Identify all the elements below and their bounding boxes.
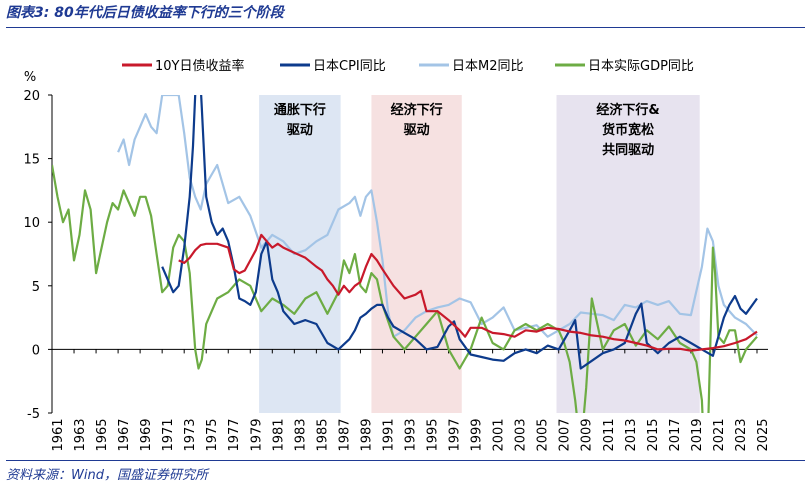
series-line-2 xyxy=(161,95,758,370)
x-tick-label: 1997 xyxy=(448,418,463,451)
x-tick-label: 1985 xyxy=(315,418,330,451)
shaded-period-label-3-3: 共同驱动 xyxy=(602,142,654,158)
x-tick-label: 1963 xyxy=(73,418,88,451)
shaded-period-label-3-1: 经济下行& xyxy=(596,102,659,118)
title-rule xyxy=(6,27,805,28)
x-tick-label: 1973 xyxy=(183,418,198,451)
source-note: 资料来源：Wind，国盛证券研究所 xyxy=(6,468,208,483)
x-tick-label: 1983 xyxy=(293,418,308,451)
x-tick-label: 2017 xyxy=(668,418,683,451)
x-tick-label: 1989 xyxy=(359,418,374,451)
x-tick-label: 2023 xyxy=(734,418,749,451)
legend-label-1: 10Y日债收益率 xyxy=(155,58,244,74)
y-tick-label: 15 xyxy=(23,153,40,168)
shaded-period-label-3-2: 货币宽松 xyxy=(602,122,654,138)
x-tick-label: 2005 xyxy=(536,418,551,451)
x-tick-label: 1981 xyxy=(271,418,286,451)
x-tick-label: 2003 xyxy=(514,418,529,451)
x-tick-label: 1967 xyxy=(117,418,132,451)
x-tick-label: 2011 xyxy=(602,418,617,451)
x-tick-label: 2015 xyxy=(646,418,661,451)
shaded-period-label-2-2: 驱动 xyxy=(404,123,430,138)
x-tick-label: 2021 xyxy=(712,418,727,451)
shaded-period-label-1-1: 通胀下行 xyxy=(274,102,326,118)
x-tick-label: 2001 xyxy=(492,418,507,451)
y-axis-label: % xyxy=(24,70,36,85)
legend-label-4: 日本实际GDP同比 xyxy=(588,59,694,74)
y-tick-label: 5 xyxy=(32,280,40,295)
x-tick-label: 2009 xyxy=(580,418,595,451)
shaded-periods xyxy=(259,95,700,413)
x-tick-label: 1999 xyxy=(470,418,485,451)
y-tick-label: 10 xyxy=(23,216,40,231)
y-tick-label: -5 xyxy=(27,407,40,422)
x-tick-label: 1993 xyxy=(403,418,418,451)
figure-title: 图表3: 80年代后日债收益率下行的三个阶段 xyxy=(6,5,284,21)
shaded-period-label-2-1: 经济下行 xyxy=(391,102,443,118)
x-tick-label: 2007 xyxy=(558,418,573,451)
shaded-period-1 xyxy=(259,95,341,413)
x-tick-label: 1971 xyxy=(161,418,176,451)
x-tick-label: 1979 xyxy=(249,418,264,451)
x-tick-label: 2019 xyxy=(690,418,705,451)
x-tick-label: 2013 xyxy=(624,418,639,451)
y-tick-label: 20 xyxy=(23,89,40,104)
x-tick-label: 1977 xyxy=(227,418,242,451)
x-tick-label: 2025 xyxy=(756,418,771,451)
x-tick-label: 1969 xyxy=(139,418,154,451)
legend-label-3: 日本M2同比 xyxy=(452,59,524,74)
x-tick-label: 1995 xyxy=(426,418,441,451)
series-line-3 xyxy=(117,95,758,338)
series-line-1 xyxy=(178,233,758,352)
axes: % -5 0 5 10 15 20 1961 1963 1965 1967 1969 1971 1973 1… xyxy=(23,70,771,452)
legend-label-2: 日本CPI同比 xyxy=(313,59,386,74)
shaded-period-2 xyxy=(371,95,462,413)
x-tick-label: 1987 xyxy=(337,418,352,451)
x-tick-label: 1961 xyxy=(51,418,66,451)
shaded-period-label-1-2: 驱动 xyxy=(287,123,313,138)
source-rule xyxy=(6,460,805,461)
x-tick-label: 1991 xyxy=(381,418,396,451)
y-tick-label: 0 xyxy=(32,343,40,358)
x-tick-label: 1975 xyxy=(205,418,220,451)
x-tick-label: 1965 xyxy=(95,418,110,451)
series-lines xyxy=(52,95,758,413)
legend: 10Y日债收益率 日本CPI同比 日本M2同比 日本实际GDP同比 xyxy=(122,58,694,74)
series-line-4 xyxy=(52,164,758,413)
